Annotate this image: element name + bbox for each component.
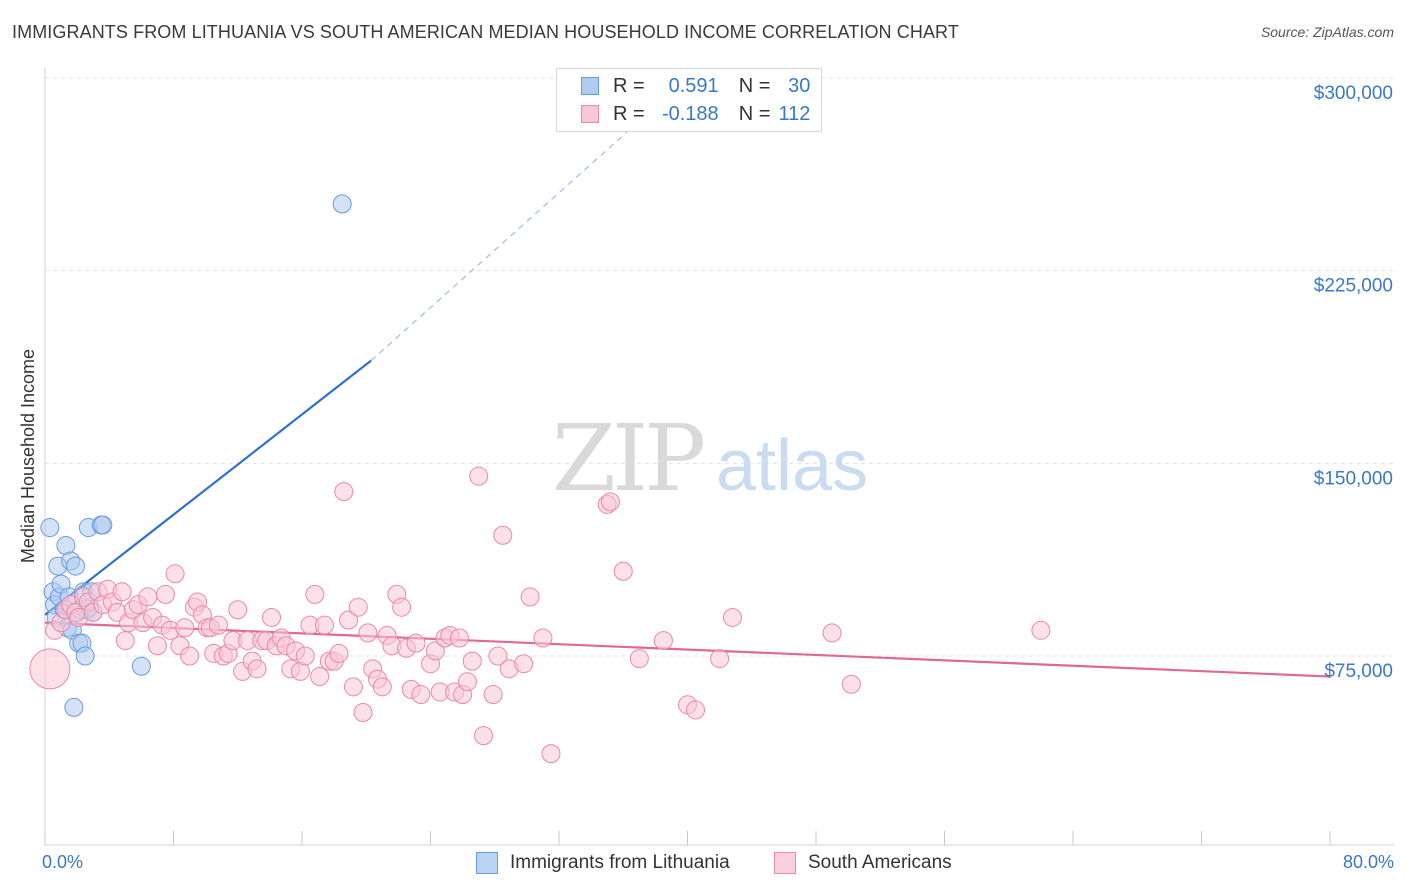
legend-row-south-american: R = -0.188 N = 112: [581, 101, 810, 127]
point-south-american: [541, 744, 561, 764]
point-lithuania: [131, 656, 151, 676]
point-lithuania: [93, 515, 113, 535]
point-south-american: [449, 628, 469, 648]
point-lithuania: [64, 697, 84, 717]
point-south-american: [147, 636, 167, 656]
point-south-american: [314, 615, 334, 635]
point-south-american: [165, 564, 185, 584]
point-south-american: [686, 700, 706, 720]
point-south-american: [208, 615, 228, 635]
point-south-american: [1031, 620, 1051, 640]
point-south-american: [493, 525, 513, 545]
point-south-american: [629, 649, 649, 669]
point-south-american: [138, 587, 158, 607]
chart-title: IMMIGRANTS FROM LITHUANIA VS SOUTH AMERI…: [12, 22, 959, 42]
trend-line-lithuania: [44, 359, 372, 616]
watermark-atlas: atlas: [716, 426, 868, 506]
legend-swatch-south-american: [581, 105, 599, 123]
point-south-american: [474, 726, 494, 746]
legend-n-value: 30: [788, 74, 811, 97]
point-south-american: [653, 631, 673, 651]
legend-r-label: R =: [613, 74, 645, 97]
point-south-american: [514, 654, 534, 674]
point-lithuania: [75, 646, 95, 666]
point-south-american: [339, 610, 359, 630]
x-tick-label-min: 0.0%: [42, 852, 84, 872]
watermark: ZIP atlas: [552, 405, 868, 512]
point-south-american: [457, 672, 477, 692]
point-south-american: [334, 482, 354, 502]
point-south-american: [155, 584, 175, 604]
legend-n-label: N =: [738, 102, 771, 125]
legend-r-value: -0.188: [661, 102, 719, 125]
point-south-american: [425, 641, 445, 661]
legend-r-label: R =: [613, 102, 645, 125]
point-south-american: [406, 633, 426, 653]
point-south-american: [295, 646, 315, 666]
legend-swatch-lithuania: [581, 77, 599, 95]
point-south-american: [29, 648, 71, 690]
point-south-american: [228, 600, 248, 620]
point-south-american: [392, 597, 412, 617]
y-tick-label: $150,000: [1314, 468, 1393, 489]
bottom-legend-swatch-south-american: [774, 852, 796, 874]
point-south-american: [348, 597, 368, 617]
y-tick-label: $225,000: [1314, 276, 1393, 297]
y-axis-label: Median Household Income: [18, 349, 38, 563]
point-south-american: [353, 703, 373, 723]
point-south-american: [175, 618, 195, 638]
y-tick-label: $300,000: [1314, 83, 1393, 104]
legend-row-lithuania: R = 0.591 N = 30: [581, 73, 810, 99]
grid-lines: [45, 77, 1395, 657]
point-south-american: [305, 584, 325, 604]
legend-n-label: N =: [738, 74, 771, 97]
bottom-legend-label-lithuania: Immigrants from Lithuania: [510, 852, 730, 873]
point-south-american: [710, 649, 730, 669]
point-lithuania: [332, 194, 352, 214]
bottom-legend-swatch-lithuania: [476, 852, 498, 874]
bottom-legend-south-american: South Americans: [774, 852, 952, 874]
point-south-american: [411, 685, 431, 705]
point-south-american: [462, 651, 482, 671]
data-points: [29, 194, 1051, 764]
point-south-american: [310, 667, 330, 687]
point-south-american: [180, 646, 200, 666]
point-south-american: [520, 587, 540, 607]
point-south-american: [841, 674, 861, 694]
trend-lines: [44, 77, 1331, 678]
x-tick-label-max: 80.0%: [1342, 852, 1394, 872]
point-south-american: [115, 631, 135, 651]
y-tick-label: $75,000: [1324, 661, 1393, 682]
point-south-american: [722, 607, 742, 627]
correlation-legend: R = 0.591 N = 30 R = -0.188 N = 112: [556, 68, 822, 132]
point-south-american: [469, 466, 489, 486]
point-south-american: [533, 628, 553, 648]
point-south-american: [247, 659, 267, 679]
point-south-american: [600, 492, 620, 512]
legend-n-value: 112: [778, 102, 811, 125]
point-lithuania: [66, 556, 86, 576]
bottom-legend-lithuania: Immigrants from Lithuania: [476, 852, 730, 874]
axes: [44, 68, 1395, 846]
point-south-american: [261, 607, 281, 627]
watermark-zip: ZIP: [552, 405, 703, 512]
point-south-american: [358, 623, 378, 643]
point-lithuania: [40, 518, 60, 538]
point-south-american: [329, 643, 349, 663]
tick-labels: $75,000 $150,000 $225,000 $300,000 Median Ho…: [18, 83, 1393, 682]
point-south-american: [372, 677, 392, 697]
source-label: Source: ZipAtlas.com: [1260, 24, 1394, 40]
legend-r-value: 0.591: [668, 74, 719, 97]
point-south-american: [483, 685, 503, 705]
point-south-american: [613, 561, 633, 581]
bottom-legend-label-south-american: South Americans: [808, 852, 952, 873]
point-south-american: [488, 646, 508, 666]
point-south-american: [822, 623, 842, 643]
point-south-american: [343, 677, 363, 697]
point-south-american: [112, 582, 132, 602]
